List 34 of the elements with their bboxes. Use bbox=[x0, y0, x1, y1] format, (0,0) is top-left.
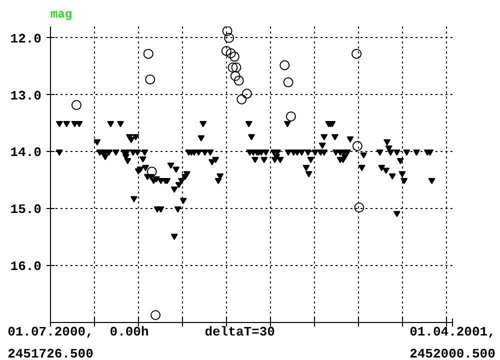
y-tick-label: 15.0 bbox=[10, 202, 42, 218]
text: deltaT=30 bbox=[204, 324, 276, 340]
point bbox=[352, 48, 362, 59]
text: 01.07.2000, bbox=[8, 324, 94, 340]
y-axis-title: mag bbox=[50, 8, 72, 22]
text: 0.00h bbox=[110, 324, 149, 340]
point bbox=[143, 48, 154, 59]
point bbox=[236, 94, 247, 104]
text: 01.04.2001, bbox=[410, 324, 496, 340]
point bbox=[228, 62, 238, 72]
x-tick-label: 2451726.500 bbox=[8, 346, 94, 360]
point bbox=[145, 74, 156, 84]
point bbox=[231, 62, 242, 72]
point bbox=[283, 77, 294, 88]
x-tick-label: 2452000.500 bbox=[410, 346, 496, 360]
y-tick-label: 14.0 bbox=[10, 145, 42, 160]
point bbox=[286, 111, 296, 122]
y-tick-label: 16.0 bbox=[10, 259, 42, 274]
point bbox=[226, 48, 236, 58]
point bbox=[222, 26, 232, 36]
point bbox=[280, 60, 290, 70]
point bbox=[221, 46, 232, 56]
point bbox=[354, 202, 364, 213]
y-tick-label: 12.0 bbox=[10, 31, 42, 46]
point bbox=[352, 141, 362, 152]
y-tick-label: 13.0 bbox=[10, 88, 42, 104]
point bbox=[234, 76, 244, 86]
point bbox=[146, 166, 157, 177]
point bbox=[71, 100, 82, 110]
point bbox=[224, 32, 234, 43]
point bbox=[242, 88, 252, 99]
point bbox=[229, 52, 240, 62]
point bbox=[230, 71, 240, 82]
point bbox=[150, 310, 161, 320]
